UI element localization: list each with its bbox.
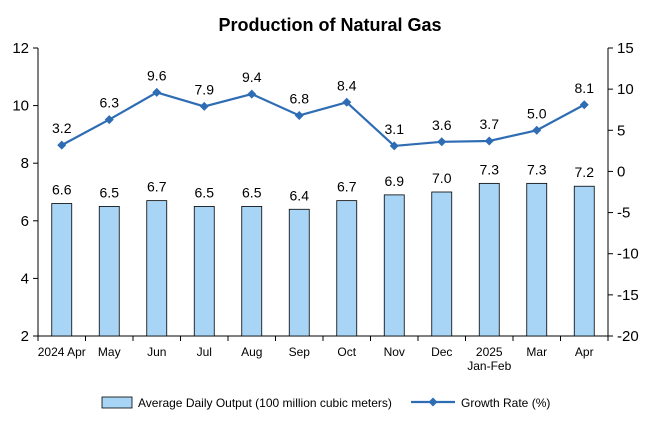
bar-value-label: 6.7	[337, 179, 357, 195]
x-tick-label: Dec	[431, 345, 452, 359]
growth-rate-point	[579, 100, 589, 110]
bar-value-label: 6.7	[147, 179, 167, 195]
growth-rate-point	[389, 141, 399, 151]
x-tick-label: 2025	[476, 345, 503, 359]
bar	[146, 200, 168, 337]
bar-value-label: 7.3	[480, 161, 500, 177]
bar	[98, 205, 120, 337]
bar-value-label: 6.6	[52, 182, 72, 198]
x-tick-label: Apr	[575, 345, 594, 359]
growth-rate-label: 3.7	[480, 116, 500, 132]
right-tick-label: 10	[617, 81, 634, 98]
bar-value-label: 7.3	[527, 161, 547, 177]
chart-title: Production of Natural Gas	[218, 15, 441, 35]
bar	[288, 208, 310, 337]
right-tick-label: -15	[617, 287, 639, 304]
bar-value-label: 6.5	[100, 184, 120, 200]
bar-value-label: 6.4	[290, 187, 310, 203]
x-tick-label: Nov	[384, 345, 405, 359]
growth-rate-label: 8.1	[575, 80, 595, 96]
growth-rate-label: 7.9	[195, 81, 215, 97]
right-tick-label: -10	[617, 246, 639, 263]
growth-rate-point	[342, 97, 352, 107]
left-tick-label: 2	[21, 328, 29, 345]
legend-bar-swatch	[101, 396, 133, 409]
bar	[336, 200, 358, 337]
bar	[241, 205, 263, 337]
growth-rate-point	[104, 115, 114, 125]
x-tick-label: Jul	[197, 345, 212, 359]
bar	[573, 185, 595, 337]
legend-line-marker	[428, 397, 438, 407]
right-tick-label: -5	[617, 205, 630, 222]
growth-rate-label: 6.3	[100, 95, 120, 111]
legend-line-label: Growth Rate (%)	[461, 396, 550, 410]
growth-rate-point	[294, 110, 304, 120]
bar-value-label: 6.9	[385, 173, 405, 189]
growth-rate-label: 3.1	[385, 121, 405, 137]
right-tick-label: 5	[617, 122, 625, 139]
growth-rate-point	[247, 89, 257, 99]
right-tick-label: -20	[617, 328, 639, 345]
x-tick-label: Sep	[289, 345, 311, 359]
bar	[383, 194, 405, 337]
x-tick-label: May	[98, 345, 121, 359]
x-tick-label: Mar	[526, 345, 547, 359]
plot-area: 2 4 6 8 10 12 -20 -15 -10 -5 0 5 10 15 2024 Apr May Jun J…	[12, 40, 638, 373]
bar	[193, 205, 215, 337]
growth-rate-point	[532, 125, 542, 135]
left-tick-label: 6	[21, 213, 29, 230]
legend: Average Daily Output (100 million cubic …	[101, 396, 550, 410]
growth-rate-label: 5.0	[527, 105, 547, 121]
growth-rate-label: 9.4	[242, 69, 262, 85]
bar-value-label: 6.5	[195, 184, 215, 200]
growth-rate-point	[437, 137, 447, 147]
growth-rate-point	[57, 140, 67, 150]
x-tick-label: Jan-Feb	[467, 359, 511, 373]
x-tick-label: 2024 Apr	[38, 345, 86, 359]
right-tick-label: 15	[617, 40, 634, 57]
growth-rate-label: 9.6	[147, 67, 167, 83]
right-tick-label: 0	[617, 163, 625, 180]
bar	[526, 182, 548, 337]
left-tick-label: 10	[12, 98, 29, 115]
left-tick-label: 12	[12, 40, 29, 57]
left-tick-label: 8	[21, 155, 29, 172]
growth-rate-label: 6.8	[290, 90, 310, 106]
growth-rate-line	[61, 91, 585, 148]
bar-value-label: 7.2	[575, 164, 595, 180]
bar-value-label: 7.0	[432, 170, 452, 186]
bar	[478, 182, 500, 337]
growth-rate-label: 3.2	[52, 120, 72, 136]
growth-rate-point	[152, 87, 162, 97]
bar	[51, 203, 73, 337]
growth-rate-label: 3.6	[432, 117, 452, 133]
x-tick-label: Aug	[241, 345, 262, 359]
x-tick-label: Jun	[147, 345, 166, 359]
growth-rate-point	[199, 101, 209, 111]
x-tick-label: Oct	[337, 345, 356, 359]
legend-bar-label: Average Daily Output (100 million cubic …	[138, 396, 392, 410]
growth-rate-label: 8.4	[337, 77, 357, 93]
growth-rate-point	[484, 136, 494, 146]
bar-value-label: 6.5	[242, 184, 262, 200]
bar	[431, 191, 453, 337]
left-tick-label: 4	[21, 270, 29, 287]
